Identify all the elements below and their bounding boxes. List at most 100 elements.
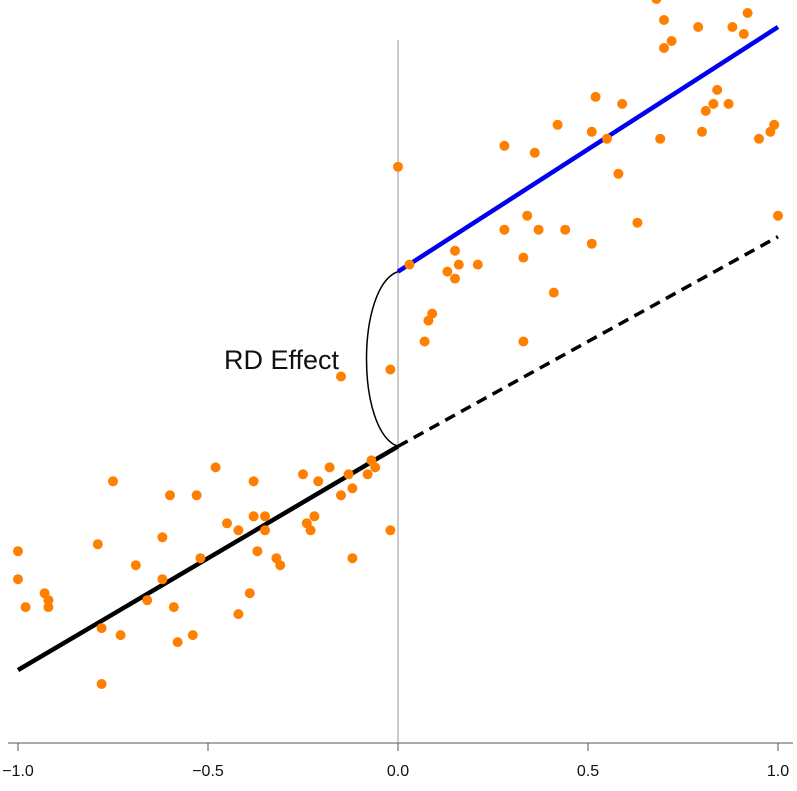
data-point [362, 469, 373, 480]
data-point [450, 245, 460, 256]
data-point [248, 476, 259, 487]
data-point [370, 462, 381, 473]
data-point [659, 43, 669, 53]
data-point [738, 29, 749, 39]
data-point [590, 91, 601, 102]
data-point [700, 105, 711, 116]
data-point [157, 532, 168, 543]
data-point [96, 679, 107, 689]
right-fit-line [396, 25, 780, 274]
data-point [617, 98, 628, 109]
x-tick-label: 1.0 [767, 763, 789, 780]
data-point [666, 36, 677, 46]
data-point [586, 238, 597, 249]
data-point [442, 266, 453, 277]
data-point [222, 518, 232, 529]
data-point [115, 630, 126, 641]
data-point [529, 147, 540, 158]
data-point [723, 98, 734, 109]
data-point [472, 259, 483, 270]
data-point [130, 560, 141, 571]
data-point [518, 336, 529, 347]
data-point [260, 511, 270, 522]
x-tick-label: −0.5 [192, 763, 224, 780]
data-point [655, 133, 666, 144]
data-point [613, 168, 624, 179]
data-point [453, 259, 464, 270]
data-point [347, 483, 358, 494]
left-fit-line [16, 444, 400, 672]
data-point [187, 630, 198, 641]
data-point [419, 336, 430, 347]
data-point [210, 462, 221, 473]
data-point [157, 574, 168, 585]
data-point [252, 546, 263, 557]
data-point [92, 539, 103, 550]
data-point [659, 15, 669, 25]
x-tick-label: 0.5 [577, 763, 599, 780]
data-point [305, 525, 316, 536]
data-point [260, 525, 270, 536]
data-point [96, 623, 107, 634]
data-point [385, 364, 396, 375]
data-point [191, 490, 202, 501]
data-point [522, 210, 533, 221]
data-point [552, 119, 563, 130]
counterfactual-line [397, 235, 779, 448]
data-point [313, 476, 324, 487]
data-point [586, 126, 597, 137]
data-point [324, 462, 335, 473]
data-point [560, 224, 571, 235]
data-point [742, 8, 753, 18]
data-point [393, 161, 403, 172]
data-point [20, 602, 31, 613]
data-point [499, 224, 510, 235]
data-point [195, 553, 206, 564]
data-point [172, 637, 183, 648]
data-point [712, 84, 723, 95]
data-point [385, 525, 396, 536]
data-point [336, 490, 346, 501]
data-point [13, 546, 23, 557]
data-point [43, 602, 54, 613]
data-point [108, 476, 118, 487]
rd-effect-label: RD Effect [224, 345, 340, 375]
data-point [298, 469, 308, 480]
data-point [233, 609, 244, 620]
data-point [248, 511, 259, 522]
data-point [773, 210, 783, 221]
data-point [244, 588, 255, 599]
data-point [142, 595, 153, 606]
data-point [602, 133, 612, 144]
data-point [43, 595, 54, 606]
data-point [427, 308, 438, 319]
data-point [727, 22, 738, 32]
data-point [404, 259, 415, 270]
scatter-points [13, 0, 783, 689]
data-point [347, 553, 358, 564]
data-point [693, 22, 704, 32]
data-point [518, 252, 529, 263]
data-point [309, 511, 320, 522]
data-point [233, 525, 244, 536]
x-tick-label: −1.0 [2, 763, 34, 780]
data-point [697, 126, 707, 137]
data-point [275, 560, 286, 571]
rd-effect-brace [365, 270, 399, 448]
data-point [168, 602, 179, 613]
data-point [548, 287, 559, 298]
data-point [533, 224, 544, 235]
x-tick-label: 0.0 [387, 763, 409, 780]
data-point [13, 574, 23, 585]
data-point [708, 98, 719, 109]
data-point [769, 119, 780, 130]
data-point [651, 0, 662, 4]
data-point [336, 371, 346, 382]
x-tick-labels: −1.0 −0.5 0.0 0.5 1.0 [2, 763, 789, 780]
data-point [754, 133, 764, 144]
data-point [165, 490, 175, 501]
data-point [632, 217, 643, 228]
data-point [343, 469, 354, 480]
x-ticks [17, 743, 779, 751]
